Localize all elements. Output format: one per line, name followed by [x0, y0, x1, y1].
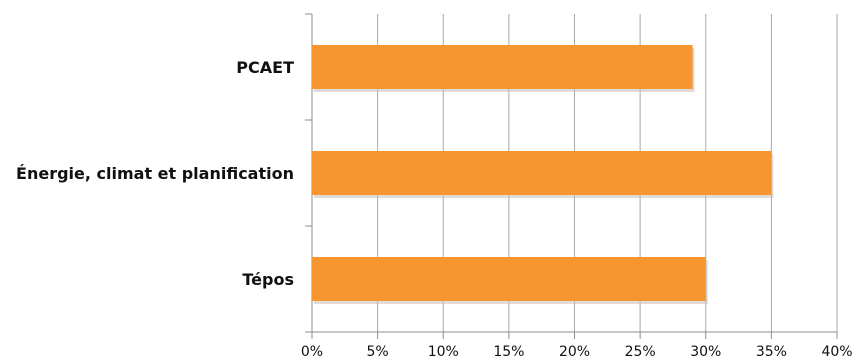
bar-1: [312, 151, 772, 195]
x-tick-label-5: 25%: [625, 344, 656, 360]
x-tick-label-3: 15%: [493, 344, 524, 360]
bars: [312, 45, 774, 304]
x-tick-label-4: 20%: [559, 344, 590, 360]
category-label-1: Énergie, climat et planification: [16, 164, 294, 183]
category-labels: PCAET Énergie, climat et planification Tép…: [16, 58, 294, 289]
category-label-0: PCAET: [236, 58, 294, 77]
x-tick-label-1: 5%: [367, 344, 389, 360]
x-tick-label-6: 30%: [690, 344, 721, 360]
x-tick-label-0: 0%: [301, 344, 323, 360]
bar-0: [312, 45, 693, 89]
x-tick-labels: 0% 5% 10% 15% 20% 25% 30% 35% 40%: [301, 344, 853, 360]
bar-2: [312, 257, 706, 301]
x-tick-label-2: 10%: [428, 344, 459, 360]
x-tick-label-8: 40%: [821, 344, 852, 360]
category-label-2: Tépos: [242, 270, 294, 289]
x-tick-label-7: 35%: [756, 344, 787, 360]
